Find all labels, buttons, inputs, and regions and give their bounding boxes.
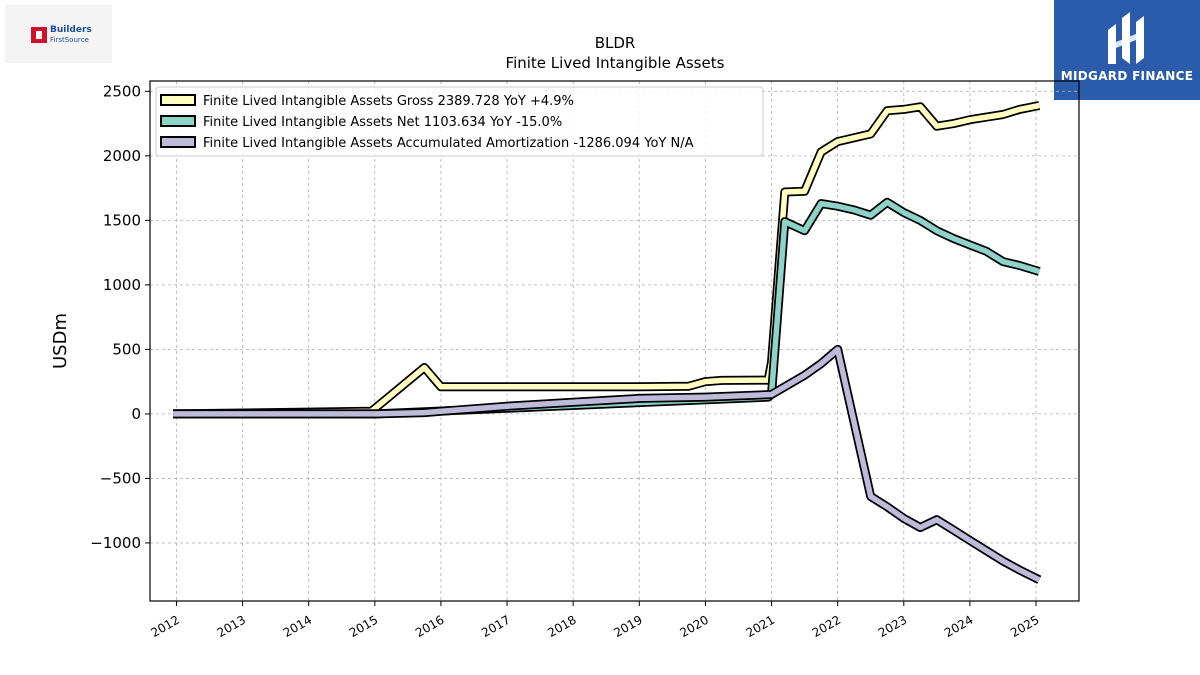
x-tick-label: 2014 — [281, 613, 314, 640]
series-line-net — [173, 199, 1041, 417]
y-tick-label: 1500 — [103, 211, 141, 229]
x-tick-label: 2021 — [744, 613, 777, 640]
x-tick-label: 2018 — [545, 613, 578, 640]
y-axis: −1000 −500 0 500 1000 1500 2000 2500 — [90, 82, 150, 552]
legend-entry-gross: Finite Lived Intangible Assets Gross 238… — [203, 94, 574, 109]
x-tick-label: 2019 — [611, 613, 644, 640]
chart-subtitle: Finite Lived Intangible Assets — [506, 54, 725, 72]
grid-lines — [150, 81, 1079, 601]
legend-swatch-net — [160, 115, 196, 127]
chart-title: BLDR — [595, 34, 636, 52]
x-tick-label: 2022 — [810, 613, 843, 640]
x-tick-label: 2016 — [413, 613, 446, 640]
x-tick-label: 2020 — [678, 613, 711, 640]
plot-frame — [149, 80, 1080, 602]
x-tick-label: 2023 — [876, 613, 909, 640]
y-tick-label: 2000 — [103, 147, 141, 165]
midgard-logo-name: MIDGARD FINANCE — [1060, 69, 1194, 83]
y-tick-label: 500 — [112, 340, 141, 358]
legend-swatch-gross — [160, 94, 196, 106]
x-tick-label: 2024 — [942, 613, 975, 640]
x-tick-label: 2025 — [1008, 613, 1041, 640]
series-outline-net — [173, 197, 1041, 419]
x-tick-label: 2013 — [215, 613, 248, 640]
series-line-amort — [173, 346, 1041, 583]
legend: Finite Lived Intangible Assets Gross 238… — [155, 86, 764, 157]
y-tick-label: −1000 — [90, 534, 141, 552]
series-lines — [173, 101, 1042, 584]
y-axis-label: USDm — [50, 313, 71, 369]
x-tick-label: 2015 — [347, 613, 380, 640]
midgard-finance-logo: MIDGARD FINANCE — [1054, 0, 1200, 100]
y-tick-label: 2500 — [103, 82, 141, 100]
midgard-logo-mark-icon — [1108, 12, 1144, 64]
legend-box — [155, 86, 764, 157]
builders-logo-mark-icon — [31, 27, 47, 43]
x-axis: 2012 2013 2014 2015 2016 2017 2018 2019 2020 2021… — [149, 601, 1042, 640]
x-tick-label: 2017 — [479, 613, 512, 640]
legend-entry-net: Finite Lived Intangible Assets Net 1103.… — [203, 115, 562, 130]
y-tick-label: 1000 — [103, 276, 141, 294]
x-tick-label: 2012 — [149, 613, 182, 640]
builders-logo-line2: FirstSource — [50, 36, 89, 44]
series-line-gross — [173, 102, 1040, 417]
legend-swatch-amort — [160, 136, 196, 148]
legend-entry-amort: Finite Lived Intangible Assets Accumulat… — [203, 136, 694, 151]
y-tick-label: 0 — [131, 405, 141, 423]
builders-logo-line1: Builders — [50, 25, 92, 35]
builders-firstsource-logo: Builders FirstSource — [5, 5, 112, 63]
y-tick-label: −500 — [100, 469, 141, 487]
